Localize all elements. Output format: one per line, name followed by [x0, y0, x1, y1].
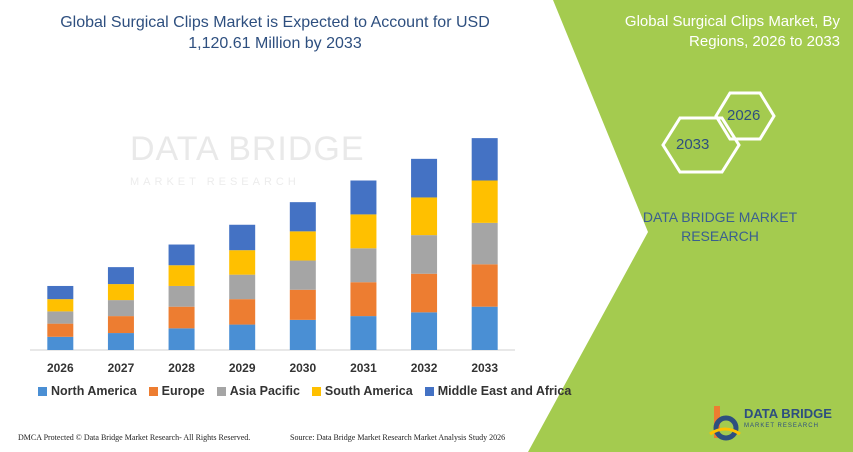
x-tick-label: 2026 [47, 361, 74, 375]
legend-label: Europe [161, 384, 205, 398]
legend-item: South America [311, 384, 413, 398]
bar-segment-2031-middle-east-and-africa [350, 180, 377, 215]
watermark-text: DATA BRIDGE [130, 130, 365, 168]
x-tick-label: 2029 [229, 361, 256, 375]
legend-swatch [216, 386, 226, 396]
bar-segment-2029-asia-pacific [229, 274, 256, 300]
legend-label: South America [324, 384, 413, 398]
bar-segment-2029-south-america [229, 250, 256, 275]
legend-label: North America [51, 384, 137, 398]
bar-segment-2033-south-america [471, 180, 498, 223]
bar-segment-2030-asia-pacific [289, 260, 316, 290]
x-tick-label: 2033 [471, 361, 498, 375]
bar-segment-2029-middle-east-and-africa [229, 224, 256, 251]
bar-segment-2030-south-america [289, 231, 316, 261]
bar-segment-2027-europe [107, 316, 134, 334]
bar-segment-2029-north-america [229, 324, 256, 350]
legend-swatch [424, 386, 434, 396]
bar-segment-2032-asia-pacific [411, 235, 438, 274]
legend-item: Europe [148, 384, 205, 398]
legend-swatch [148, 386, 158, 396]
bar-segment-2031-south-america [350, 214, 377, 249]
logo-icon [709, 406, 741, 441]
bar-segment-2031-north-america [350, 316, 377, 350]
panel-title: Global Surgical Clips Market, By Regions… [624, 13, 840, 50]
bar-segment-2027-middle-east-and-africa [107, 267, 134, 285]
bar-segment-2033-north-america [471, 306, 498, 350]
logo-name: DATA BRIDGE [744, 406, 832, 421]
legend-item: Middle East and Africa [424, 384, 572, 398]
bar-segment-2026-middle-east-and-africa [47, 285, 74, 300]
bar-segment-2028-south-america [168, 265, 195, 286]
bar-segment-2027-south-america [107, 284, 134, 301]
chart-title: Global Surgical Clips Market is Expected… [60, 14, 490, 52]
bar-segment-2030-north-america [289, 319, 316, 350]
bar-segment-2027-north-america [107, 333, 134, 350]
watermark-subtext: MARKET RESEARCH [130, 176, 300, 188]
bar-segment-2027-asia-pacific [107, 300, 134, 317]
legend-item: North America [38, 384, 137, 398]
x-tick-label: 2030 [289, 361, 316, 375]
bar-segment-2031-europe [350, 282, 377, 317]
bar-segment-2026-south-america [47, 299, 74, 312]
bar-segment-2032-europe [411, 273, 438, 313]
logo-subtext: MARKET RESEARCH [744, 423, 819, 429]
bar-segment-2028-middle-east-and-africa [168, 244, 195, 266]
bar-segment-2033-middle-east-and-africa [471, 138, 498, 181]
hex-label-2026: 2026 [727, 107, 761, 124]
legend-swatch [311, 386, 321, 396]
hexagon-2026 [714, 91, 776, 141]
legend-label: Middle East and Africa [437, 384, 572, 398]
hex-label-2033: 2033 [676, 136, 710, 153]
legend: North America Europe Asia Pacific South … [38, 384, 571, 398]
bar-segment-2028-asia-pacific [168, 285, 195, 307]
legend-label: Asia Pacific [229, 384, 300, 398]
bar-segment-2026-europe [47, 323, 74, 337]
x-tick-label: 2032 [411, 361, 438, 375]
bar-segment-2028-europe [168, 306, 195, 329]
bar-segment-2030-europe [289, 289, 316, 320]
x-tick-label: 2028 [168, 361, 195, 375]
legend-swatch [38, 386, 47, 396]
bar-segment-2026-asia-pacific [47, 311, 74, 324]
legend-item: Asia Pacific [216, 384, 300, 398]
x-tick-label: 2031 [350, 361, 377, 375]
bar-segment-2033-europe [471, 264, 498, 307]
bar-segment-2030-middle-east-and-africa [289, 202, 316, 232]
bar-segment-2029-europe [229, 299, 256, 325]
footer-source: Source: Data Bridge Market Research Mark… [290, 433, 506, 442]
x-tick-label: 2027 [108, 361, 135, 375]
hexagon-2033 [661, 116, 741, 174]
bar-segment-2032-north-america [411, 312, 438, 350]
bar-segment-2028-north-america [168, 328, 195, 350]
footer-copyright: DMCA Protected © Data Bridge Market Rese… [18, 433, 251, 442]
bar-segment-2031-asia-pacific [350, 248, 377, 283]
bar-segment-2032-south-america [411, 197, 438, 236]
bar-segment-2033-asia-pacific [471, 222, 498, 265]
bar-segment-2032-middle-east-and-africa [411, 158, 438, 198]
brand-text: DATA BRIDGE MARKET RESEARCH [642, 209, 798, 244]
bar-segment-2026-north-america [47, 336, 74, 350]
